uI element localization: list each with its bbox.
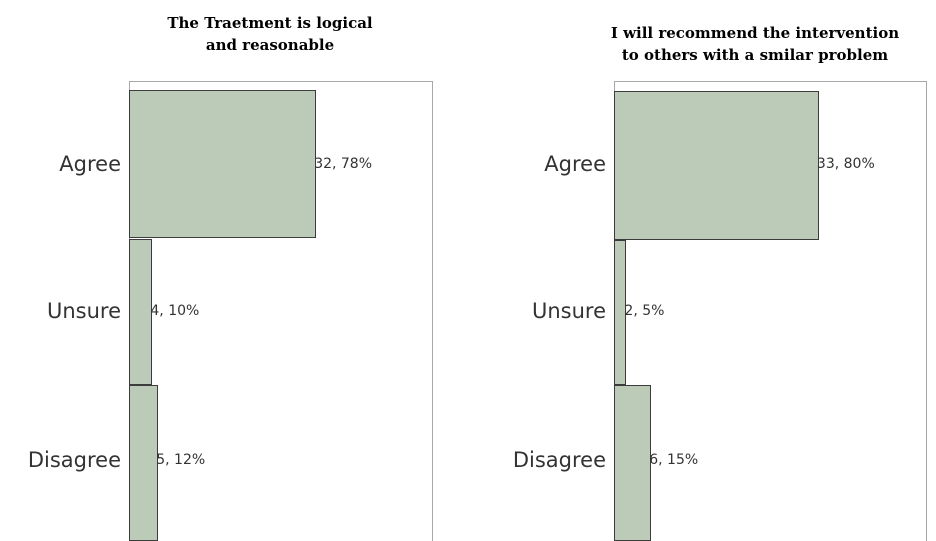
data-label-disagree: 6, 15% [649,452,699,468]
category-label-agree: Agree [544,152,606,176]
bar-agree [129,90,317,238]
bar-unsure [129,239,153,385]
category-label-agree: Agree [59,152,121,176]
data-label-agree: 32, 78% [314,156,373,172]
data-label-disagree: 5, 12% [156,452,206,468]
chart-title: I will recommend the intervention to oth… [580,22,930,66]
data-label-unsure: 2, 5% [624,303,665,319]
bar-agree [614,91,819,240]
category-label-disagree: Disagree [27,448,121,472]
category-label-unsure: Unsure [531,299,606,323]
bar-unsure [614,240,627,385]
bar-disagree [129,385,159,541]
chart-title-line-2: and reasonable [205,36,335,54]
chart-title: The Traetment is logical and reasonable [140,12,400,56]
chart-title-line-2: to others with a smilar problem [621,46,889,64]
data-label-agree: 33, 80% [816,156,875,172]
category-label-disagree: Disagree [512,448,606,472]
category-label-unsure: Unsure [46,299,121,323]
bar-disagree [614,385,652,541]
chart-title-line-1: The Traetment is logical [167,14,373,32]
chart-recommend-intervention: I will recommend the intervention to oth… [470,0,936,541]
chart-title-line-1: I will recommend the intervention [610,24,900,42]
data-label-unsure: 4, 10% [150,303,200,319]
chart-treatment-logical: The Traetment is logical and reasonable … [27,12,433,541]
